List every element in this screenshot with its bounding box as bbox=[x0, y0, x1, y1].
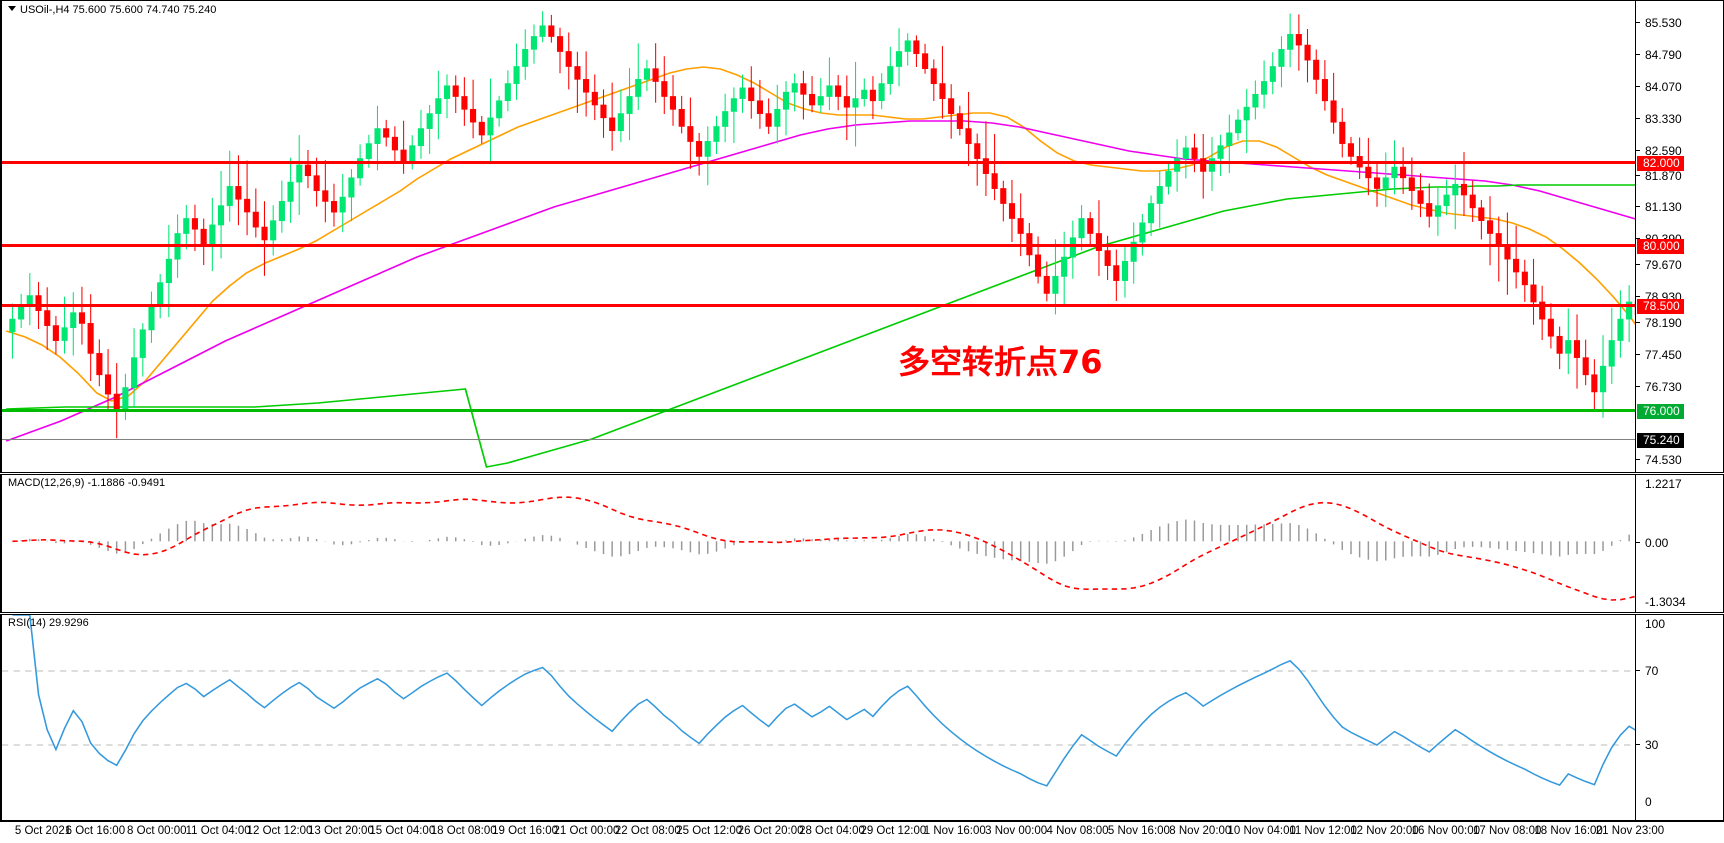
triangle-down-icon[interactable] bbox=[8, 6, 16, 11]
time-axis-label: 21 Oct 00:00 bbox=[553, 825, 620, 837]
support-76-tag[interactable]: 76.000 bbox=[1637, 404, 1684, 419]
price-tick: 76.730 bbox=[1636, 380, 1682, 394]
price-svg bbox=[5, 11, 1711, 468]
resistance-line-78-5[interactable] bbox=[2, 304, 1723, 307]
time-axis-label: 19 Oct 16:00 bbox=[492, 825, 558, 837]
time-axis-label: 11 Nov 12:00 bbox=[1289, 825, 1357, 837]
price-tick: 77.450 bbox=[1636, 348, 1682, 362]
price-plot-area[interactable] bbox=[2, 1, 1723, 472]
rsi-label: RSI(14) 29.9296 bbox=[8, 617, 89, 629]
symbol-header[interactable]: USOil-,H4 75.600 75.600 74.740 75.240 bbox=[8, 4, 216, 16]
macd-tick: 0.00 bbox=[1636, 536, 1668, 550]
macd-scale[interactable]: 1.2217 0.00 -1.3034 bbox=[1635, 475, 1723, 612]
time-axis-label: 21 Nov 23:00 bbox=[1595, 825, 1665, 837]
time-axis-label: 10 Nov 04:00 bbox=[1227, 825, 1296, 837]
time-axis-label: 16 Nov 00:00 bbox=[1411, 825, 1481, 837]
time-axis-label: 5 Oct 2021 bbox=[14, 825, 72, 837]
time-axis-label: 6 Oct 16:00 bbox=[65, 825, 126, 837]
time-axis-label: 18 Nov 16:00 bbox=[1534, 825, 1603, 837]
time-axis-label: 13 Oct 20:00 bbox=[307, 825, 374, 837]
rsi-tick: 100 bbox=[1645, 617, 1666, 631]
ma-magenta-line bbox=[5, 120, 1705, 442]
price-tick: 78.190 bbox=[1636, 316, 1682, 330]
price-tick: 79.670 bbox=[1636, 258, 1682, 272]
support-line-76[interactable] bbox=[2, 409, 1723, 412]
price-tick: 82.590 bbox=[1636, 144, 1682, 158]
ma-orange-line bbox=[5, 66, 1695, 420]
time-axis-label: 25 Oct 12:00 bbox=[676, 825, 743, 837]
price-scale[interactable]: 85.530 84.790 84.070 83.330 82.590 81.87… bbox=[1635, 1, 1723, 472]
rsi-panel[interactable]: RSI(14) 29.9296 100 70 30 0 bbox=[0, 614, 1724, 821]
rsi-plot-area[interactable] bbox=[2, 615, 1723, 820]
price-tick: 74.530 bbox=[1636, 453, 1682, 467]
price-tick: 84.070 bbox=[1636, 80, 1682, 94]
macd-panel[interactable]: MACD(12,26,9) -1.1886 -0.9491 1.2217 0.0… bbox=[0, 474, 1724, 613]
price-chart-panel[interactable]: USOil-,H4 75.600 75.600 74.740 75.240 bbox=[0, 0, 1724, 473]
price-tick: 84.790 bbox=[1636, 48, 1682, 62]
resistance-line-80[interactable] bbox=[2, 244, 1723, 247]
time-axis-label: 17 Nov 08:00 bbox=[1473, 825, 1542, 837]
time-axis-label: 15 Oct 04:00 bbox=[369, 825, 436, 837]
time-axis-label: 3 Nov 00:00 bbox=[985, 825, 1048, 837]
macd-plot-area[interactable] bbox=[2, 475, 1723, 612]
time-axis-label: 28 Oct 04:00 bbox=[799, 825, 865, 837]
time-axis-label: 18 Oct 08:00 bbox=[430, 825, 497, 837]
time-axis-label: 4 Nov 08:00 bbox=[1046, 825, 1109, 837]
price-tick: 81.870 bbox=[1636, 169, 1682, 183]
time-axis-label: 8 Oct 00:00 bbox=[127, 825, 187, 837]
rsi-svg bbox=[2, 615, 1723, 787]
time-axis-label: 29 Oct 12:00 bbox=[860, 825, 927, 837]
time-axis-label: 22 Oct 08:00 bbox=[614, 825, 681, 837]
price-tick: 83.330 bbox=[1636, 112, 1682, 126]
time-axis-label: 11 Oct 04:00 bbox=[185, 825, 251, 837]
time-axis-label: 12 Nov 20:00 bbox=[1350, 825, 1419, 837]
candlestick-series bbox=[9, 11, 1711, 454]
resistance-80-tag[interactable]: 80.000 bbox=[1637, 239, 1684, 254]
macd-tick: 1.2217 bbox=[1645, 477, 1682, 491]
macd-label: MACD(12,26,9) -1.1886 -0.9491 bbox=[8, 477, 166, 489]
price-tick: 85.530 bbox=[1636, 16, 1682, 30]
resistance-line-82[interactable] bbox=[2, 161, 1723, 164]
time-axis-label: 12 Oct 12:00 bbox=[246, 825, 313, 837]
current-price-tag[interactable]: 75.240 bbox=[1637, 433, 1684, 448]
time-axis-label: 8 Nov 20:00 bbox=[1169, 825, 1232, 837]
resistance-82-tag[interactable]: 82.000 bbox=[1637, 156, 1684, 171]
time-axis-label: 26 Oct 20:00 bbox=[737, 825, 804, 837]
time-axis-label: 1 Nov 16:00 bbox=[923, 825, 986, 837]
chart-annotation-text[interactable]: 多空转折点76 bbox=[898, 343, 1103, 381]
time-axis[interactable]: 5 Oct 2021 6 Oct 16:00 8 Oct 00:00 11 Oct 0… bbox=[0, 821, 1724, 843]
time-axis-label: 5 Nov 16:00 bbox=[1107, 825, 1170, 837]
resistance-78.5-tag[interactable]: 78.500 bbox=[1637, 299, 1684, 314]
macd-svg bbox=[12, 496, 1709, 601]
rsi-tick: 30 bbox=[1636, 738, 1658, 752]
current-price-line bbox=[2, 439, 1723, 440]
rsi-tick: 0 bbox=[1645, 795, 1652, 809]
price-tick: 81.130 bbox=[1636, 200, 1682, 214]
macd-tick: -1.3034 bbox=[1645, 595, 1686, 609]
rsi-tick: 70 bbox=[1636, 664, 1658, 678]
symbol-header-text: USOil-,H4 75.600 75.600 74.740 75.240 bbox=[20, 4, 217, 16]
rsi-scale[interactable]: 100 70 30 0 bbox=[1635, 615, 1723, 820]
